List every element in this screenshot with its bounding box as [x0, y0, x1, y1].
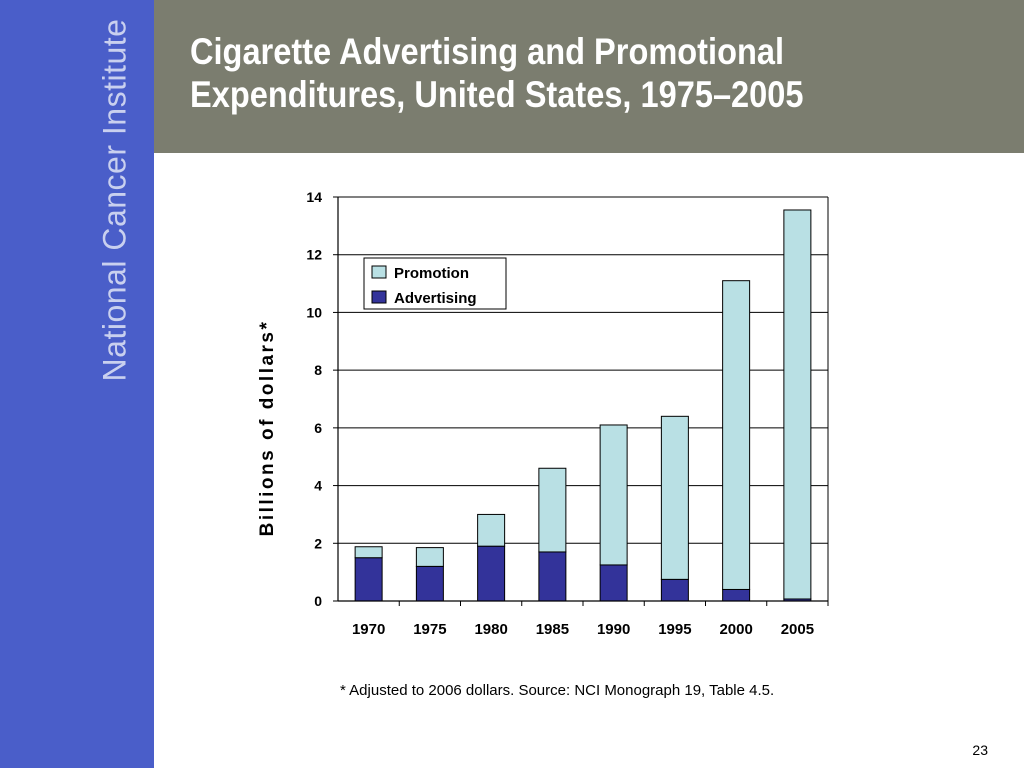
y-tick-label: 12: [306, 247, 322, 263]
bar-advertising: [722, 588, 751, 602]
page-number: 23: [972, 742, 988, 758]
x-tick-label: 1995: [658, 621, 691, 638]
sidebar-brand: National Cancer Institute: [96, 18, 133, 382]
axes: 0 2 4 6 8 10 12 14 1970 1975 1980 1985 1990 1995 2000 2…: [306, 189, 829, 638]
y-tick-label: 0: [314, 593, 322, 609]
header: Cigarette Advertising and Promotional Ex…: [154, 0, 1024, 153]
y-tick-label: 10: [306, 304, 322, 320]
bar-chart: 0 2 4 6 8 10 12 14 1970 1975 1980 1985 1990 1995 2000 2…: [257, 189, 829, 638]
x-tick-label: 1975: [413, 621, 446, 638]
bar-promotion: [722, 280, 751, 590]
bar-promotion: [783, 209, 812, 600]
legend: Promotion Advertising: [363, 257, 507, 310]
legend-swatch-promotion: [371, 265, 387, 279]
bar-promotion: [599, 424, 628, 566]
bar-advertising: [538, 551, 567, 602]
y-tick-label: 6: [314, 420, 322, 436]
y-tick-label: 14: [306, 189, 322, 205]
footnote: * Adjusted to 2006 dollars. Source: NCI …: [340, 682, 775, 699]
x-tick-label: 2005: [781, 621, 814, 638]
y-axis-label: Billions of dollars*: [257, 320, 278, 537]
bar-promotion: [660, 415, 689, 580]
bar-promotion: [354, 546, 383, 559]
bar-advertising: [354, 557, 383, 602]
legend-swatch-advertising: [371, 290, 387, 304]
title-line-1: Cigarette Advertising and Promotional: [190, 31, 784, 72]
x-tick-label: 1985: [536, 621, 569, 638]
x-tick-label: 1990: [597, 621, 630, 638]
bar-advertising: [477, 545, 506, 602]
bar-advertising: [660, 578, 689, 602]
bars: [354, 209, 812, 602]
bar-promotion: [477, 513, 506, 547]
page-title: Cigarette Advertising and Promotional Ex…: [190, 30, 859, 116]
x-tick-label: 2000: [719, 621, 752, 638]
bar-promotion: [538, 467, 567, 553]
x-tick-label: 1980: [474, 621, 507, 638]
x-tick-label: 1970: [352, 621, 385, 638]
legend-label-advertising: Advertising: [394, 290, 477, 307]
gridlines: [338, 196, 828, 544]
y-tick-label: 2: [314, 535, 322, 551]
y-tick-label: 8: [314, 362, 322, 378]
title-line-2: Expenditures, United States, 1975–2005: [190, 74, 804, 115]
sidebar: National Cancer Institute: [0, 0, 154, 768]
legend-box: [363, 257, 507, 310]
y-tick-label: 4: [314, 478, 322, 494]
bar-advertising: [599, 564, 628, 602]
bar-promotion: [415, 547, 444, 567]
bar-advertising: [415, 565, 444, 602]
legend-label-promotion: Promotion: [394, 265, 469, 282]
